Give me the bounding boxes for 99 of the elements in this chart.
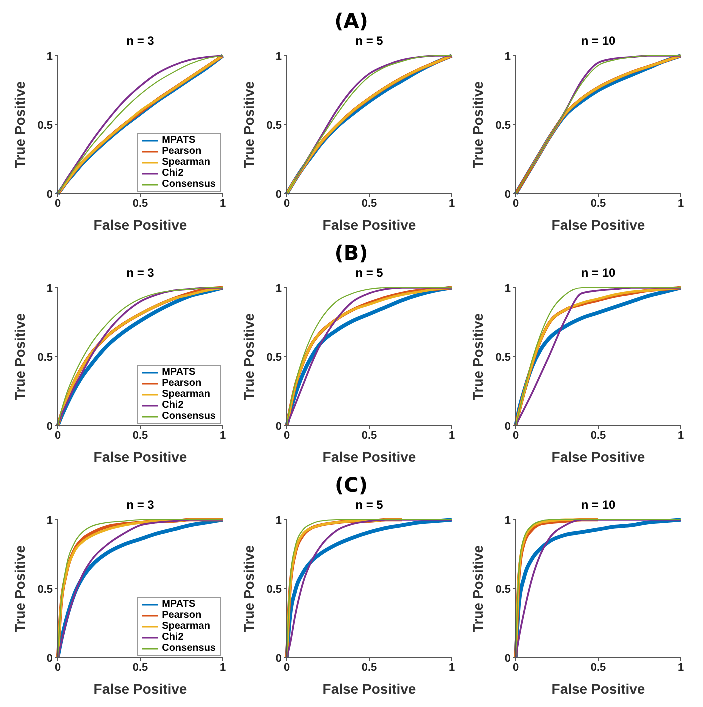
- x-tick-label: 1: [448, 662, 456, 674]
- y-axis-title: True Positive: [12, 545, 28, 633]
- chart-title: n = 5: [354, 498, 384, 514]
- y-tick-label: 1: [46, 282, 53, 295]
- x-tick-label: 0.5: [132, 662, 148, 674]
- x-tick-label: 0: [512, 430, 520, 442]
- y-tick-label: 0: [504, 420, 511, 433]
- legend-label: Pearson: [162, 378, 202, 389]
- x-axis-title: False Positive: [552, 217, 646, 233]
- y-tick-label: 0: [504, 188, 511, 201]
- legend-label: Chi2: [162, 168, 184, 179]
- y-tick-label: 1: [276, 282, 282, 295]
- x-tick-label: 1: [678, 430, 684, 442]
- y-axis-title: True Positive: [240, 545, 257, 633]
- y-tick-label: 0.5: [266, 352, 282, 364]
- y-tick-label: 1: [504, 514, 511, 527]
- text: (B): [334, 241, 368, 265]
- y-axis-title: True Positive: [12, 313, 28, 401]
- x-tick-label: 0: [54, 198, 62, 210]
- x-tick-label: 1: [220, 662, 226, 674]
- legend-label: MPATS: [162, 367, 196, 378]
- x-tick-label: 0.5: [590, 198, 606, 210]
- x-tick-label: 0: [54, 662, 62, 674]
- chart-title: n = 5: [354, 266, 384, 282]
- y-tick-label: 0.5: [496, 584, 511, 596]
- x-axis-title: False Positive: [94, 217, 188, 233]
- legend-label: Pearson: [162, 610, 202, 621]
- legend-label: Spearman: [162, 389, 210, 400]
- x-tick-label: 0.5: [132, 430, 148, 442]
- y-tick-label: 1: [46, 514, 53, 527]
- chart-title: n = 10: [580, 266, 616, 282]
- legend-label: Pearson: [162, 146, 202, 157]
- x-axis-title: False Positive: [94, 681, 188, 697]
- legend-label: Consensus: [162, 643, 216, 654]
- text: (A): [334, 9, 368, 33]
- legend-label: Chi2: [162, 632, 184, 643]
- y-tick-label: 1: [504, 50, 511, 63]
- y-tick-label: 0: [46, 652, 53, 665]
- legend-label: Spearman: [162, 157, 210, 168]
- y-tick-label: 0.5: [38, 352, 53, 364]
- x-tick-label: 0.5: [362, 430, 378, 442]
- x-axis-title: False Positive: [552, 681, 646, 697]
- chart-title: n = 5: [354, 34, 384, 50]
- x-tick-label: 1: [220, 198, 226, 210]
- x-tick-label: 0.5: [362, 662, 378, 674]
- y-tick-label: 1: [504, 282, 511, 295]
- y-axis-title: True Positive: [240, 313, 257, 401]
- chart-title: n = 3: [126, 266, 154, 282]
- y-tick-label: 0.5: [38, 120, 53, 132]
- y-axis-title: True Positive: [470, 545, 486, 633]
- legend-label: Spearman: [162, 621, 210, 632]
- x-tick-label: 1: [220, 430, 226, 442]
- y-axis-title: True Positive: [12, 81, 28, 169]
- y-tick-label: 0: [46, 420, 53, 433]
- x-tick-label: 0.5: [590, 430, 606, 442]
- legend-label: Chi2: [162, 400, 184, 411]
- y-tick-label: 0: [276, 652, 282, 665]
- legend-label: MPATS: [162, 599, 196, 610]
- y-tick-label: 1: [276, 514, 282, 527]
- chart-title: n = 10: [580, 34, 616, 50]
- x-axis-title: False Positive: [322, 449, 416, 465]
- chart-title: n = 10: [580, 498, 616, 514]
- x-tick-label: 1: [448, 430, 456, 442]
- text: (C): [335, 473, 368, 497]
- chart-title: n = 3: [126, 34, 154, 50]
- x-axis-title: False Positive: [94, 449, 188, 465]
- x-tick-label: 0.5: [362, 198, 378, 210]
- y-tick-label: 1: [276, 50, 282, 63]
- y-axis-title: True Positive: [470, 81, 486, 169]
- y-tick-label: 0.5: [496, 352, 511, 364]
- legend-label: Consensus: [162, 179, 216, 190]
- x-tick-label: 0: [284, 430, 290, 442]
- legend-label: Consensus: [162, 411, 216, 422]
- y-tick-label: 1: [46, 50, 53, 63]
- y-tick-label: 0: [276, 420, 282, 433]
- x-axis-title: False Positive: [322, 681, 416, 697]
- x-tick-label: 1: [678, 198, 684, 210]
- y-tick-label: 0.5: [38, 584, 53, 596]
- y-tick-label: 0.5: [266, 120, 282, 132]
- y-tick-label: 0: [504, 652, 511, 665]
- y-tick-label: 0.5: [496, 120, 511, 132]
- x-axis-title: False Positive: [322, 217, 416, 233]
- x-axis-title: False Positive: [552, 449, 646, 465]
- x-tick-label: 0: [512, 198, 520, 210]
- x-tick-label: 1: [678, 662, 684, 674]
- x-tick-label: 1: [448, 198, 456, 210]
- chart-title: n = 3: [126, 498, 154, 514]
- legend-label: MPATS: [162, 135, 196, 146]
- x-tick-label: 0: [284, 198, 290, 210]
- x-tick-label: 0.5: [590, 662, 606, 674]
- x-tick-label: 0: [284, 662, 290, 674]
- x-tick-label: 0: [54, 430, 62, 442]
- y-tick-label: 0: [46, 188, 53, 201]
- x-tick-label: 0: [512, 662, 520, 674]
- y-tick-label: 0: [276, 188, 282, 201]
- x-tick-label: 0.5: [132, 198, 148, 210]
- y-axis-title: True Positive: [470, 313, 486, 401]
- y-tick-label: 0.5: [266, 584, 282, 596]
- y-axis-title: True Positive: [240, 81, 257, 169]
